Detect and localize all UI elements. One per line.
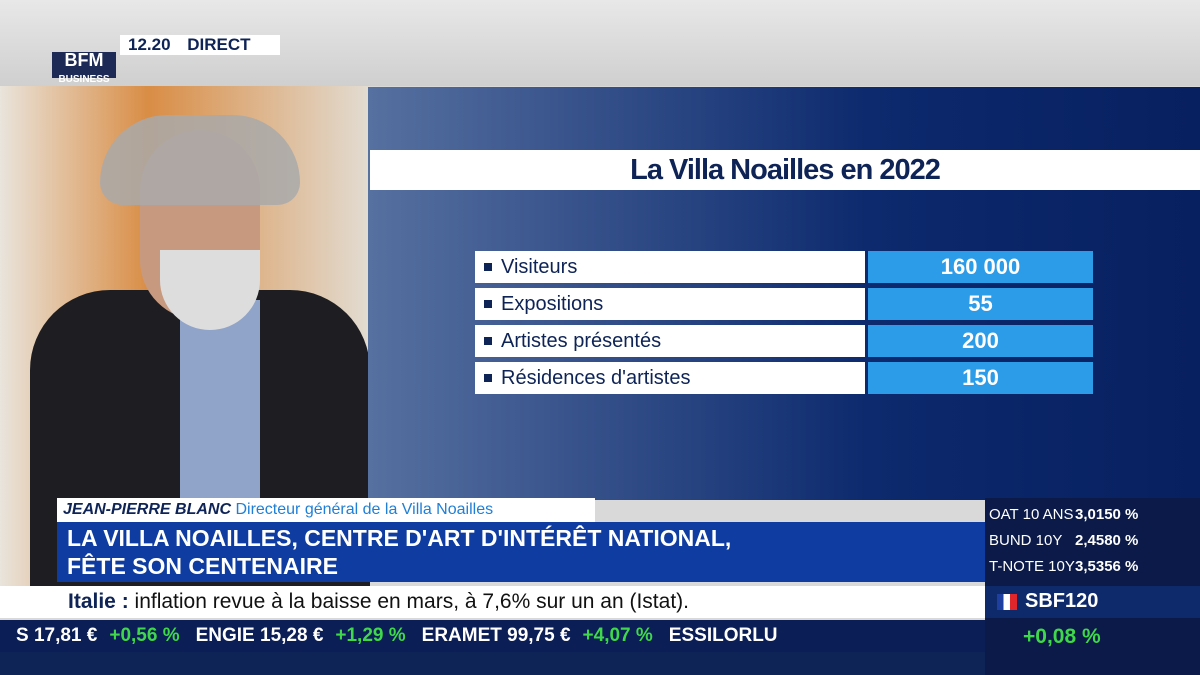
ticker-label: Italie : [68, 590, 129, 613]
rate-name: OAT 10 ANS [989, 506, 1074, 523]
stock-change: +0,56 % [109, 625, 180, 646]
shirt [180, 300, 260, 500]
stock-name: ENGIE 15,28 € [195, 625, 324, 646]
row-label: Artistes présentés [475, 325, 865, 357]
name-bar: JEAN-PIERRE BLANC Directeur général de l… [57, 498, 595, 522]
stock-ticker: S 17,81 € +0,56 % ENGIE 15,28 € +1,29 % ERAM… [0, 620, 985, 652]
news-ticker: Italie : inflation revue à la baisse en … [0, 586, 985, 618]
index-name: SBF120 [1025, 590, 1099, 612]
logo-sub: BUSINESS [58, 74, 110, 85]
stock-name: ESSILORLU [668, 625, 778, 646]
headline-line: FÊTE SON CENTENAIRE [67, 553, 338, 579]
stock-change: +1,29 % [335, 625, 406, 646]
beard [160, 250, 260, 330]
row-label: Expositions [475, 288, 865, 320]
rate-value: 3,0150 % [1075, 506, 1139, 523]
bullet [484, 263, 492, 271]
rate-row: OAT 10 ANS 3,0150 % [989, 506, 1194, 523]
index-bar [985, 586, 1200, 618]
flag [997, 594, 1017, 610]
stock-name: S 17,81 € [16, 625, 98, 646]
bottom-band [0, 652, 985, 675]
bullet [484, 374, 492, 382]
headline: LA VILLA NOAILLES, CENTRE D'ART D'INTÉRÊ… [57, 522, 985, 582]
status: DIRECT [187, 35, 251, 54]
row-label: Résidences d'artistes [475, 362, 865, 394]
logo: BFM BUSINESS [52, 50, 116, 85]
bullet [484, 300, 492, 308]
row-value: 55 [868, 288, 1093, 320]
headline-line: LA VILLA NOAILLES, CENTRE D'ART D'INTÉRÊ… [67, 525, 732, 551]
rate-value: 2,4580 % [1075, 532, 1139, 549]
ticker-text: inflation revue à la baisse en mars, à 7… [134, 590, 689, 613]
logo-text: BFM [64, 50, 104, 70]
guest-name: JEAN-PIERRE BLANC [63, 501, 232, 518]
guest-role: Directeur général de la Villa Noailles [235, 501, 494, 518]
rate-row: BUND 10Y 2,4580 % [989, 532, 1194, 549]
stock-name: ERAMET 99,75 € [421, 625, 571, 646]
bullet [484, 337, 492, 345]
row-value: 200 [868, 325, 1093, 357]
rate-name: T-NOTE 10Y [989, 558, 1075, 575]
stock-change: +4,07 % [582, 625, 653, 646]
row-value: 150 [868, 362, 1093, 394]
row-value: 160 000 [868, 251, 1093, 283]
infographic-title: La Villa Noailles en 2022 [370, 150, 1200, 190]
index-change: +0,08 % [1023, 625, 1101, 648]
time: 12.20 [128, 35, 171, 54]
hair [100, 115, 300, 205]
rate-row: T-NOTE 10Y3,5356 % [989, 558, 1194, 575]
row-label: Visiteurs [475, 251, 865, 283]
markets-panel: OAT 10 ANS 3,0150 % BUND 10Y 2,4580 % T-NOTE… [985, 498, 1200, 675]
rate-name: BUND 10Y [989, 532, 1063, 549]
rate-value: 3,5356 % [1075, 558, 1139, 575]
time-badge: 12.20 DIRECT [120, 35, 280, 55]
